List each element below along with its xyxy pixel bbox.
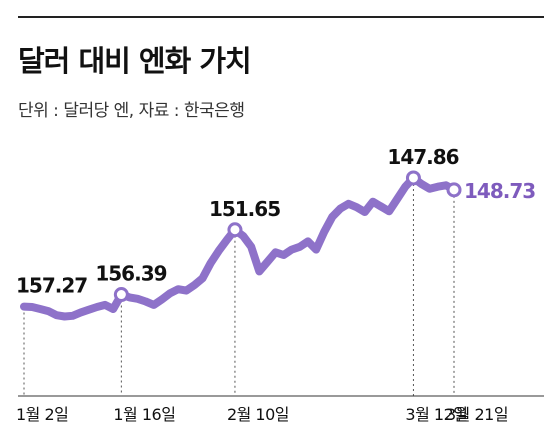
top-rule [18, 16, 544, 18]
data-label: 151.65 [209, 197, 280, 221]
point-marker [446, 182, 462, 198]
data-label: 147.86 [387, 145, 458, 169]
chart-subtitle: 단위 : 달러당 엔, 자료 : 한국은행 [18, 101, 245, 121]
x-tick-label: 3월 12일 [405, 405, 467, 424]
point-markers [113, 170, 462, 303]
point-marker [227, 222, 243, 238]
x-tick-label: 2월 10일 [227, 405, 289, 424]
data-label: 156.39 [95, 262, 166, 286]
x-tick-label: 1월 16일 [113, 405, 175, 424]
data-label: 148.73 [464, 179, 535, 203]
chart-title: 달러 대비 엔화 가치 [18, 44, 252, 78]
data-label: 157.27 [16, 274, 87, 298]
x-tick-label: 3월 21일 [446, 405, 508, 424]
guide-lines [23, 183, 455, 396]
point-marker [405, 170, 421, 186]
x-tick-label: 1월 2일 [16, 405, 68, 424]
point-marker [113, 287, 129, 303]
